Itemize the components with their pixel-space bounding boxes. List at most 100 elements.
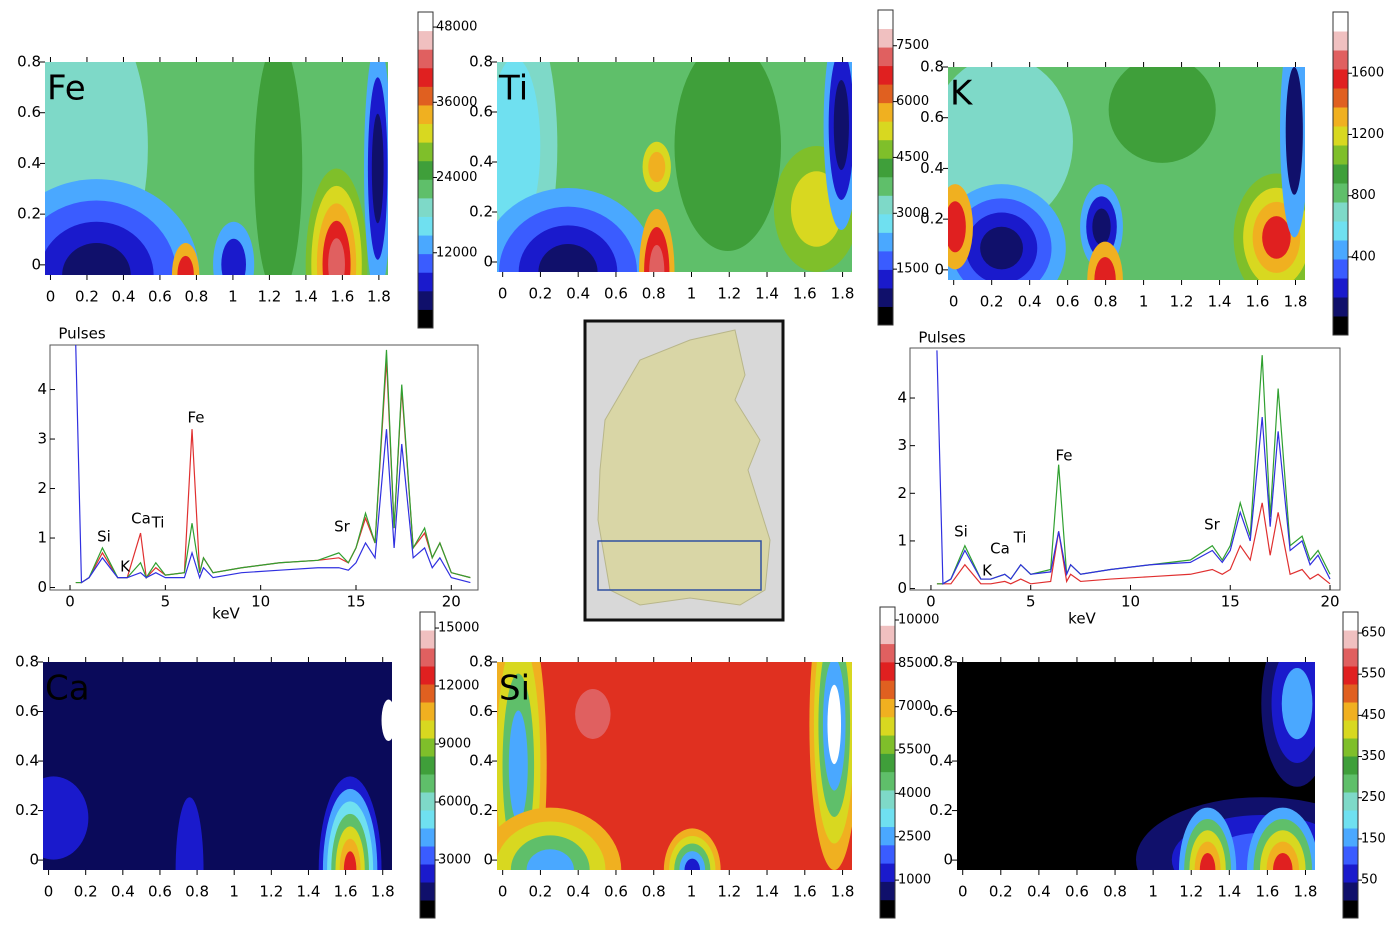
x-tick-label: 0.6 (1056, 293, 1080, 311)
contour-map: K 0 0.2 0.4 0.6 0.8 1 1.2 1.4 1.6 1.8 0 0.2 0.4 0.6 0.8… (920, 11, 1384, 336)
colorbar-band (878, 176, 893, 196)
x-tick-label: 0.4 (566, 883, 590, 901)
x-tick-label: 1.8 (831, 285, 855, 303)
contour-fill (45, 62, 388, 275)
contour-level (948, 67, 1073, 227)
map-label: Ca (45, 669, 90, 709)
y-tick-label: 0 (897, 579, 907, 597)
x-tick-label: 0.4 (1027, 883, 1051, 901)
y-tick-label: 1 (897, 531, 907, 549)
colorbar-band (418, 309, 433, 329)
contour-level (827, 684, 842, 765)
peak-label: Ca (990, 540, 1010, 558)
x-tick-label: 10 (251, 593, 270, 611)
contour-fill (957, 662, 1315, 870)
colorbar-band (1343, 738, 1358, 757)
colorbar-tick-label: 6000 (438, 795, 471, 810)
colorbar-band (418, 104, 433, 125)
x-tick-label: 0.6 (604, 883, 628, 901)
colorbar-band (1333, 50, 1348, 70)
x-tick-label: 0.6 (604, 285, 628, 303)
y-tick-label: 1 (37, 529, 47, 547)
colorbar-band (420, 720, 435, 739)
x-tick-label: 0 (498, 883, 508, 901)
colorbar-tick-label: 24000 (436, 170, 477, 185)
x-tick-label: 0.4 (112, 288, 136, 306)
colorbar-tick-label: 7500 (896, 38, 929, 53)
colorbar-band (1333, 316, 1348, 336)
x-tick-label: 0 (926, 593, 936, 611)
x-tick-label: 0.4 (566, 285, 590, 303)
y-tick-label: 0.2 (929, 801, 953, 819)
colorbar-tick-label: 50 (1361, 873, 1378, 888)
colorbar-band (420, 864, 435, 883)
x-tick-label: 1.8 (831, 883, 855, 901)
x-tick-label: 0 (949, 293, 959, 311)
x-tick-label: 1.4 (294, 288, 318, 306)
contour-level (1273, 852, 1293, 870)
contour-level (1108, 67, 1216, 163)
x-tick-label: 0.2 (75, 288, 99, 306)
colorbar-band (418, 86, 433, 106)
colorbar-band (1333, 202, 1348, 222)
y-tick-label: 0.2 (15, 801, 39, 819)
colorbar-band (418, 179, 433, 199)
colorbar-band (1343, 810, 1358, 829)
colorbar-band (880, 661, 895, 681)
colorbar-band (1343, 882, 1358, 901)
colorbar-band (878, 195, 893, 215)
colorbar-band (420, 900, 435, 919)
colorbar-band (1333, 88, 1348, 108)
colorbar-band (1333, 278, 1348, 298)
colorbar-tick-label: 1600 (1351, 66, 1384, 81)
x-tick-label: 1.2 (259, 883, 283, 901)
contour-level (1092, 208, 1111, 246)
colorbar-tick-label: 12000 (438, 679, 479, 694)
colorbar-tick-label: 550 (1361, 667, 1386, 682)
peak-label: Sr (334, 518, 351, 536)
colorbar-band (1343, 684, 1358, 703)
x-tick-label: 1.4 (1208, 293, 1232, 311)
y-tick-label: 0.6 (469, 702, 493, 720)
colorbar-band (880, 753, 895, 773)
peak-label: Ti (151, 514, 165, 532)
colorbar-band (880, 716, 895, 736)
contour-level (833, 80, 849, 170)
colorbar: 12000 24000 36000 48000 (417, 11, 477, 329)
colorbar-band (420, 810, 435, 829)
colorbar-tick-label: 8500 (898, 656, 931, 671)
x-tick-label: 10 (1121, 593, 1140, 611)
y-tick-label: 0.2 (17, 205, 41, 223)
x-tick-label: 1.2 (717, 285, 741, 303)
contour-level (508, 710, 528, 822)
x-tick-label: 1.6 (334, 883, 358, 901)
contour-level (371, 113, 384, 224)
colorbar-band (1333, 126, 1348, 146)
colorbar-band (1333, 107, 1348, 127)
colorbar-band (878, 287, 893, 307)
y-tick-label: 0.6 (17, 103, 41, 121)
contour-level (674, 62, 781, 251)
contour-level (62, 243, 131, 275)
x-tick-label: 1.2 (257, 288, 281, 306)
colorbar-frame (419, 611, 436, 919)
colorbar-frame (877, 9, 894, 326)
y-tick-label: 3 (897, 436, 907, 454)
colorbar-tick-label: 350 (1361, 749, 1386, 764)
contour-level (497, 62, 541, 235)
colorbar-tick-label: 1000 (898, 873, 931, 888)
colorbar-band (420, 684, 435, 703)
colorbar-band (1343, 900, 1358, 919)
y-axis-label: Pulses (58, 325, 105, 343)
x-tick-label: 0.2 (74, 883, 98, 901)
colorbar-band (880, 899, 895, 919)
colorbar-band (1333, 259, 1348, 279)
spectrum-line (75, 359, 471, 584)
colorbar-tick-label: 12000 (436, 245, 477, 260)
x-tick-label: 1 (229, 883, 239, 901)
y-tick-label: 0 (483, 851, 493, 869)
colorbar-tick-label: 400 (1351, 249, 1376, 264)
colorbar-frame (1332, 11, 1349, 336)
